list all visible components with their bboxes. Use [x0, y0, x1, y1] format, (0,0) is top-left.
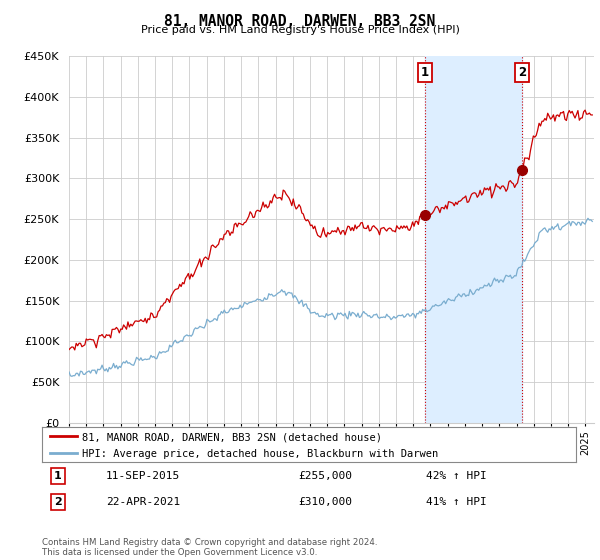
Text: Price paid vs. HM Land Registry's House Price Index (HPI): Price paid vs. HM Land Registry's House … [140, 25, 460, 35]
Text: 2: 2 [54, 497, 62, 507]
Text: £310,000: £310,000 [298, 497, 352, 507]
Text: 81, MANOR ROAD, DARWEN, BB3 2SN: 81, MANOR ROAD, DARWEN, BB3 2SN [164, 14, 436, 29]
Text: 42% ↑ HPI: 42% ↑ HPI [427, 471, 487, 481]
Text: HPI: Average price, detached house, Blackburn with Darwen: HPI: Average price, detached house, Blac… [82, 449, 438, 459]
Text: £255,000: £255,000 [298, 471, 352, 481]
Text: 22-APR-2021: 22-APR-2021 [106, 497, 181, 507]
Text: 2: 2 [518, 66, 526, 79]
Text: 1: 1 [54, 471, 62, 481]
Text: 41% ↑ HPI: 41% ↑ HPI [427, 497, 487, 507]
Bar [425, 56, 522, 423]
Text: 11-SEP-2015: 11-SEP-2015 [106, 471, 181, 481]
Text: Contains HM Land Registry data © Crown copyright and database right 2024.
This d: Contains HM Land Registry data © Crown c… [42, 538, 377, 557]
Text: 1: 1 [421, 66, 429, 79]
Text: 81, MANOR ROAD, DARWEN, BB3 2SN (detached house): 81, MANOR ROAD, DARWEN, BB3 2SN (detache… [82, 432, 382, 442]
